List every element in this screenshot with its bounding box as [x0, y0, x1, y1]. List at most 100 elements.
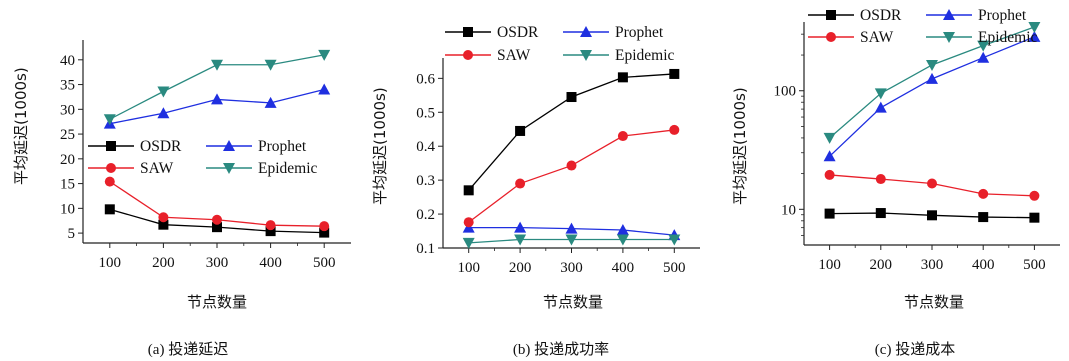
data-point	[463, 217, 474, 228]
legend-item-epidemic: Epidemic	[563, 47, 675, 64]
x-tick-label: 300	[206, 255, 229, 271]
data-point	[668, 234, 681, 246]
y-tick-label: 0.1	[416, 241, 435, 257]
legend-label: Epidemic	[615, 47, 675, 64]
x-axis-label: 节点数量	[187, 293, 247, 311]
data-point	[212, 214, 222, 225]
data-point	[212, 222, 222, 233]
data-point	[463, 185, 474, 196]
legend-label: SAW	[497, 47, 531, 64]
legend-item-osdr: OSDR	[88, 138, 182, 155]
panel-c: 10 100 100 200 300 400 500 平均延迟(1000s) 节点数量 (…	[731, 7, 1060, 358]
y-axis-label: 平均延迟(1000s)	[12, 67, 30, 185]
y-tick-labels: 5 10 15 20 25 30 35 40	[60, 53, 75, 242]
legend-item-saw: SAW	[808, 29, 894, 46]
data-point	[875, 208, 886, 219]
data-point	[211, 59, 223, 71]
series-saw	[463, 124, 680, 228]
data-point	[319, 227, 330, 238]
panel-b: 0.1 0.2 0.3 0.4 0.5 0.6 100 200 300 400 500 平均延迟(…	[371, 24, 700, 358]
y-tick-label: 0.2	[416, 207, 435, 223]
series-epidemic	[462, 234, 681, 249]
y-tick-label: 25	[60, 127, 75, 143]
x-tick-labels: 100 200 300 400 500	[457, 260, 685, 276]
y-tick-label: 100	[774, 84, 797, 100]
x-tick-labels: 100 200 300 400 500	[99, 255, 336, 271]
data-point	[103, 114, 116, 126]
data-point	[158, 212, 169, 223]
y-tick-label: 10	[781, 202, 796, 218]
tick-marks	[438, 77, 675, 253]
data-point	[565, 234, 578, 246]
legend-label: OSDR	[140, 138, 182, 155]
x-tick-label: 500	[663, 260, 686, 276]
data-point	[616, 224, 629, 236]
data-point	[158, 219, 169, 230]
series-epidemic	[823, 21, 1041, 144]
legend: OSDR Prophet SAW Epidemic	[88, 138, 318, 177]
data-point	[926, 72, 938, 84]
data-point	[874, 88, 887, 100]
data-point	[823, 150, 836, 162]
caption-a: (a) 投递延迟	[148, 341, 228, 358]
x-tick-label: 500	[313, 255, 336, 271]
x-tick-label: 300	[560, 260, 583, 276]
data-point	[319, 221, 330, 232]
data-point	[616, 234, 629, 246]
y-tick-label: 5	[68, 226, 76, 242]
data-point	[927, 178, 937, 189]
y-tick-label: 20	[60, 152, 75, 168]
series-saw	[824, 169, 1040, 201]
legend-label: OSDR	[497, 24, 539, 41]
x-tick-labels: 100 200 300 400 500	[818, 257, 1045, 273]
x-tick-label: 100	[457, 260, 480, 276]
y-tick-labels: 0.1 0.2 0.3 0.4 0.5 0.6	[416, 71, 435, 257]
legend-label: Prophet	[258, 138, 307, 155]
data-point	[264, 59, 277, 71]
legend-item-epidemic: Epidemic	[926, 29, 1038, 46]
y-tick-label: 10	[60, 201, 75, 217]
data-point	[265, 220, 276, 231]
legend-label: Prophet	[978, 7, 1027, 24]
legend-label: SAW	[860, 29, 894, 46]
legend-label: OSDR	[860, 7, 902, 24]
legend-item-epidemic: Epidemic	[206, 160, 318, 177]
data-point	[514, 221, 527, 233]
y-tick-label: 0.4	[416, 139, 435, 155]
y-axis-label: 平均延迟(1000s)	[731, 87, 749, 205]
data-point	[462, 237, 475, 249]
series-saw	[104, 176, 330, 232]
data-point	[514, 234, 527, 246]
data-point	[265, 226, 276, 237]
series-prophet	[103, 83, 331, 129]
y-tick-label: 15	[60, 177, 75, 193]
data-point	[157, 107, 170, 119]
series-osdr	[463, 68, 680, 196]
x-tick-label: 200	[870, 257, 893, 273]
series-osdr	[824, 208, 1040, 223]
data-point	[824, 169, 835, 180]
y-tick-label: 0.3	[416, 173, 435, 189]
data-point	[318, 49, 331, 61]
x-tick-label: 200	[152, 255, 175, 271]
x-tick-label: 100	[99, 255, 122, 271]
legend-item-osdr: OSDR	[808, 7, 902, 24]
data-point	[824, 208, 835, 219]
legend-item-prophet: Prophet	[563, 24, 664, 41]
data-point	[104, 176, 115, 187]
caption-b: (b) 投递成功率	[513, 341, 609, 358]
data-point	[977, 51, 990, 63]
data-point	[875, 174, 886, 185]
series-lines	[103, 49, 331, 238]
y-tick-label: 0.5	[416, 105, 435, 121]
data-point	[264, 96, 277, 108]
y-tick-labels: 10 100	[774, 84, 797, 219]
data-point	[874, 101, 887, 113]
data-point	[515, 125, 526, 136]
legend: OSDR Prophet SAW Epidemic	[445, 24, 675, 64]
data-point	[669, 68, 680, 79]
data-point	[927, 210, 937, 221]
y-tick-label: 35	[60, 78, 75, 94]
series-prophet	[823, 30, 1041, 162]
